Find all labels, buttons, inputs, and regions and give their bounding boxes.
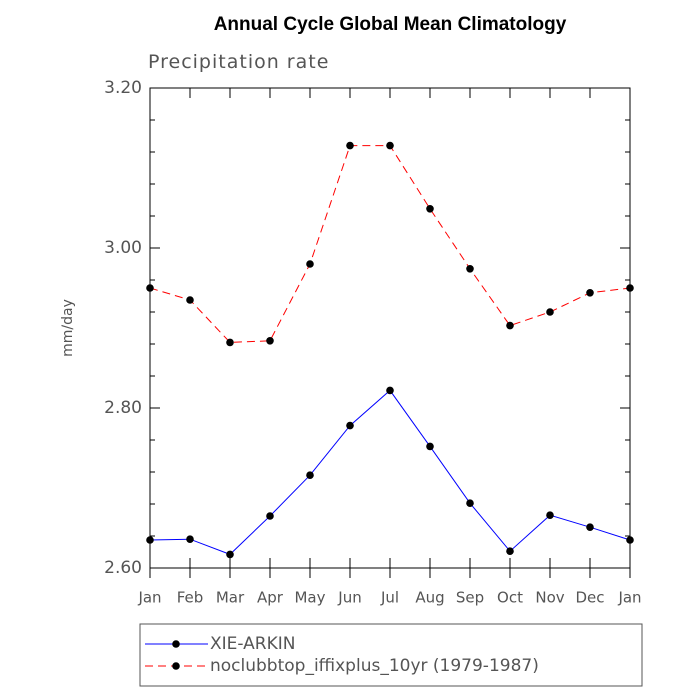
y-tick-label: 3.20 (104, 78, 142, 98)
series-1-point (306, 260, 314, 268)
legend-items (145, 640, 208, 670)
series-1-point (266, 337, 274, 345)
x-tick-label: Mar (216, 589, 245, 607)
y-tick-label: 2.60 (104, 558, 142, 578)
x-tick-label: Jan (617, 589, 641, 607)
legend-label-0: XIE-ARKIN (210, 634, 295, 654)
series-0-point (306, 471, 314, 480)
x-tick-label: Oct (497, 589, 523, 607)
legend-marker-1 (172, 662, 180, 670)
chart-title: Annual Cycle Global Mean Climatology (214, 14, 567, 35)
series-1-point (466, 265, 474, 273)
series-1-point (346, 141, 354, 150)
x-tick-label: Apr (257, 589, 284, 607)
y-tick-label: 3.00 (104, 238, 142, 258)
series-0-point (226, 550, 234, 559)
series-1-point (186, 296, 194, 304)
y-tick-label: 2.80 (104, 398, 142, 418)
x-tick-label: Aug (415, 589, 444, 607)
x-tick-label: Nov (535, 589, 564, 607)
y-tick-labels: 2.60 2.80 3.00 3.20 (104, 78, 142, 578)
series-1-point (586, 289, 594, 297)
x-tick-label: Jun (337, 589, 361, 607)
chart-subtitle: Precipitation rate (148, 51, 329, 73)
y-axis-label: mm/day (60, 299, 76, 357)
x-tick-label: Sep (456, 589, 484, 607)
series-0-point (386, 386, 394, 395)
series-line-0 (149, 389, 631, 555)
legend-marker-0 (172, 640, 180, 648)
series-1 (146, 141, 634, 347)
series-1-point (506, 321, 514, 330)
series-0-point (546, 511, 554, 519)
legend-box (139, 623, 643, 687)
x-tick-label: Jul (380, 589, 399, 607)
series-1-point (546, 308, 554, 316)
plot-frame (149, 87, 631, 569)
series-0-point (466, 499, 474, 508)
series-line-1 (149, 145, 631, 343)
axis-ticks (149, 87, 631, 578)
x-tick-label: Feb (177, 589, 204, 607)
series-1-point (226, 338, 234, 347)
series-0 (146, 386, 634, 559)
legend-label-1: noclubbtop_iffixplus_10yr (1979-1987) (210, 656, 539, 676)
series-0-point (186, 535, 194, 543)
series-0-point (426, 442, 434, 451)
series-0-point (266, 512, 274, 520)
series-0-point (506, 547, 514, 555)
legend: XIE-ARKIN noclubbtop_iffixplus_10yr (197… (139, 623, 643, 687)
x-tick-label: Jan (137, 589, 161, 607)
x-tick-labels: Jan Feb Mar Apr May Jun Jul Aug Sep Oct Nov Dec Jan (137, 589, 641, 607)
series-0-point (346, 421, 354, 430)
x-tick-label: May (294, 589, 325, 607)
series-0-point (586, 523, 594, 531)
x-tick-label: Dec (575, 589, 604, 607)
series-1-point (426, 205, 434, 213)
series-layer (146, 141, 634, 559)
series-1-point (386, 141, 394, 150)
